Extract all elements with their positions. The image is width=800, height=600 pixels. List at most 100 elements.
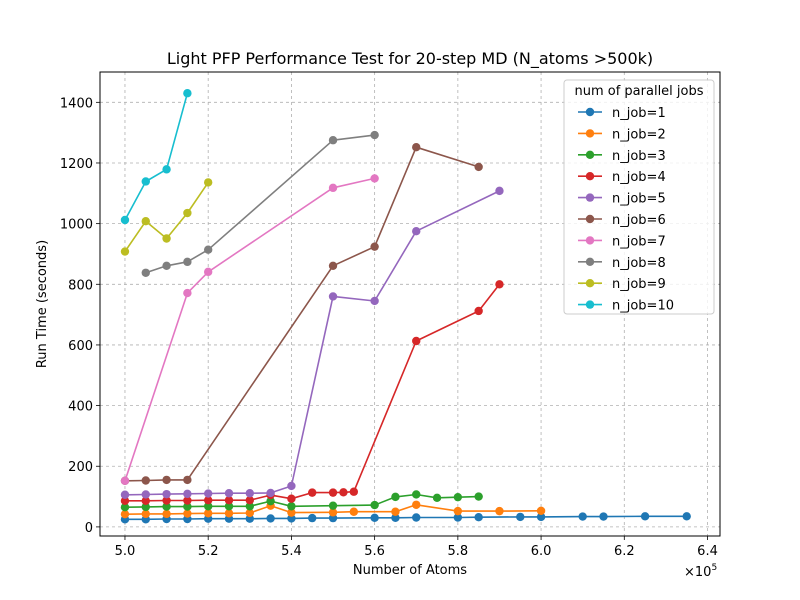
data-point xyxy=(474,512,483,522)
plot-frame xyxy=(99,71,721,537)
series-n-job-5 xyxy=(120,186,504,499)
series-n-job-6 xyxy=(120,143,483,486)
y-tick-label: 1400 xyxy=(60,96,93,111)
data-point xyxy=(203,496,213,505)
legend: num of parallel jobs n_job=1n_job=2n_job… xyxy=(563,79,715,315)
data-point xyxy=(162,489,171,499)
data-point xyxy=(287,502,296,511)
data-point xyxy=(203,509,213,518)
data-point xyxy=(224,496,234,505)
data-point xyxy=(120,247,130,256)
y-axis-label: Run Time (seconds) xyxy=(35,240,50,368)
series-n-job-3 xyxy=(120,490,483,512)
series-n-job-7 xyxy=(120,174,379,486)
legend-entry: n_job=7 xyxy=(578,234,666,249)
data-point xyxy=(203,267,213,277)
data-point xyxy=(266,488,275,498)
data-point xyxy=(183,502,192,511)
x-axis-ticks: 5.0 5.2 5.4 5.6 5.8 6.0 6.2 6.4 xyxy=(115,536,718,559)
legend-label: n_job=4 xyxy=(612,170,666,185)
data-point xyxy=(599,512,608,521)
series-n-job-9 xyxy=(120,178,213,256)
y-tick-label: 1000 xyxy=(60,218,93,233)
y-tick-label: 200 xyxy=(68,460,93,475)
y-axis-ticks: 0 200 400 600 800 1000 1200 1400 xyxy=(60,96,100,536)
data-point xyxy=(120,496,130,506)
series-layer xyxy=(120,89,691,524)
legend-label: n_job=8 xyxy=(612,256,666,271)
data-point xyxy=(328,501,338,510)
data-point xyxy=(120,215,130,225)
data-point xyxy=(474,162,483,172)
data-point xyxy=(349,487,359,496)
legend-entry: n_job=9 xyxy=(578,277,666,292)
x-tick-label: 5.8 xyxy=(448,544,469,559)
data-point xyxy=(162,165,171,174)
data-point xyxy=(328,261,338,270)
y-tick-label: 0 xyxy=(85,521,93,536)
data-point xyxy=(495,506,504,516)
data-point xyxy=(370,296,379,306)
series-line xyxy=(124,503,542,515)
data-point xyxy=(120,509,130,519)
x-axis-offset-label: ×105 xyxy=(684,563,717,580)
legend-label: n_job=6 xyxy=(612,213,666,228)
legend-label: n_job=9 xyxy=(612,277,666,292)
data-point xyxy=(308,513,317,523)
data-point xyxy=(640,512,650,521)
data-point xyxy=(391,513,400,523)
data-point xyxy=(141,490,150,499)
data-point xyxy=(162,496,171,505)
data-point xyxy=(287,494,296,503)
series-line xyxy=(125,283,501,502)
data-point xyxy=(495,186,504,196)
legend-title: num of parallel jobs xyxy=(574,84,703,99)
legend-entry: n_job=4 xyxy=(578,170,666,185)
data-point xyxy=(224,509,234,518)
legend-label: n_job=2 xyxy=(612,127,666,142)
legend-box xyxy=(563,79,715,315)
data-point xyxy=(370,513,379,523)
legend-entry: n_job=2 xyxy=(578,127,666,142)
y-tick-label: 600 xyxy=(68,339,93,354)
legend-label: n_job=10 xyxy=(612,299,674,314)
data-point xyxy=(536,512,546,522)
data-point xyxy=(339,488,348,497)
data-point xyxy=(287,481,296,491)
data-point xyxy=(245,502,254,511)
data-point xyxy=(453,492,463,502)
legend-label: n_job=7 xyxy=(612,234,666,249)
data-point xyxy=(412,513,421,522)
data-point xyxy=(141,509,150,519)
data-point xyxy=(370,242,379,251)
data-point xyxy=(120,476,130,486)
data-point xyxy=(162,261,171,270)
x-tick-label: 5.4 xyxy=(281,544,302,559)
data-point xyxy=(224,502,234,511)
x-tick-label: 5.2 xyxy=(198,544,219,559)
data-point xyxy=(183,288,192,298)
data-point xyxy=(328,508,338,517)
data-point xyxy=(474,492,483,501)
data-point xyxy=(162,234,171,243)
legend-marker xyxy=(585,279,595,288)
data-point xyxy=(370,500,379,510)
data-point xyxy=(682,512,691,521)
x-axis-offset-exponent: 5 xyxy=(711,563,717,573)
data-point xyxy=(391,492,400,502)
data-point xyxy=(412,336,421,346)
data-point xyxy=(370,174,379,183)
data-point xyxy=(308,488,317,497)
data-point xyxy=(120,502,130,512)
data-point xyxy=(432,493,442,502)
x-tick-label: 6.2 xyxy=(614,544,635,559)
legend-entry: n_job=6 xyxy=(578,213,666,228)
x-tick-label: 5.0 xyxy=(115,544,136,559)
legend-marker xyxy=(585,150,595,159)
data-point xyxy=(183,509,192,518)
data-point xyxy=(287,508,296,517)
data-point xyxy=(516,512,525,522)
data-point xyxy=(495,280,504,289)
chart-title: Light PFP Performance Test for 20-step M… xyxy=(167,49,653,69)
y-tick-label: 1200 xyxy=(60,157,93,172)
